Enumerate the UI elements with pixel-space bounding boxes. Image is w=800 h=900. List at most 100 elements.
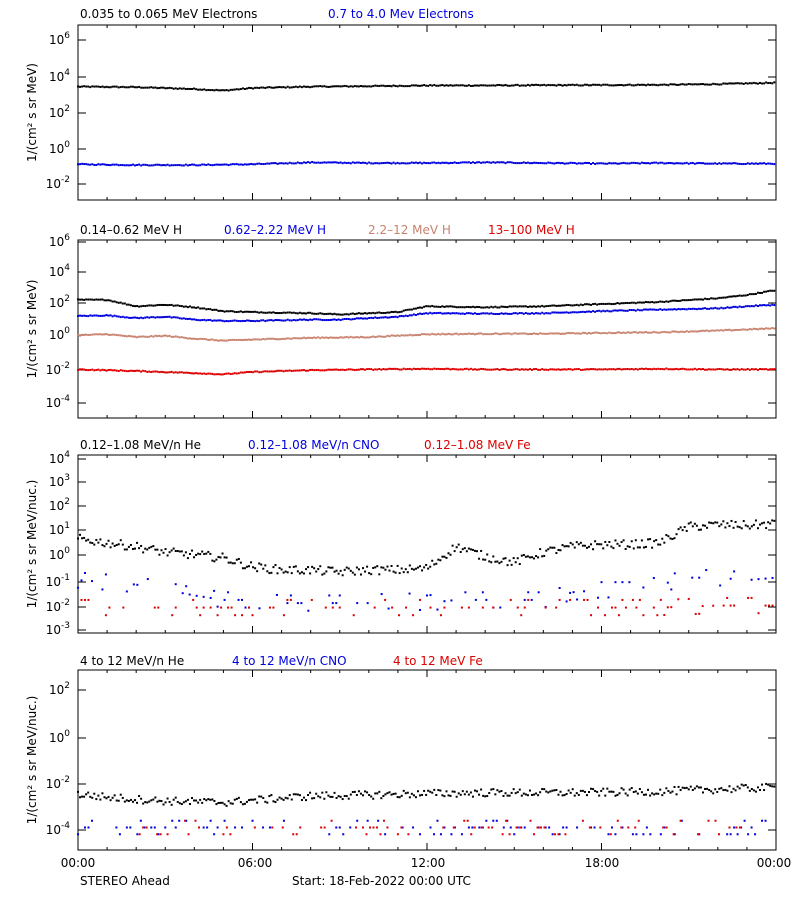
data-point (612, 790, 615, 793)
data-point (756, 305, 759, 308)
data-point (693, 83, 696, 86)
data-point (726, 82, 729, 85)
data-point (412, 313, 415, 316)
data-point (105, 299, 108, 302)
data-point (761, 304, 764, 307)
data-point (748, 305, 751, 308)
data-point (620, 302, 623, 305)
data-point (215, 803, 218, 806)
data-point (300, 162, 303, 165)
data-point (223, 556, 226, 559)
data-point (463, 819, 466, 822)
data-point (276, 369, 279, 372)
data-point (559, 162, 562, 165)
data-point (296, 602, 299, 605)
y-tick-label: 102 (49, 497, 70, 513)
data-point (561, 794, 564, 797)
data-point (754, 292, 757, 295)
data-point (289, 598, 292, 601)
data-point (661, 368, 664, 371)
data-point (765, 304, 768, 307)
data-point (370, 162, 373, 165)
data-point (651, 792, 654, 795)
data-point (231, 802, 234, 805)
data-point (366, 162, 369, 165)
data-point (630, 331, 633, 334)
data-point (712, 329, 715, 332)
data-point (587, 162, 590, 165)
data-point (604, 794, 607, 797)
data-point (239, 320, 242, 323)
data-point (379, 833, 382, 836)
data-point (127, 86, 130, 89)
data-point (233, 88, 236, 91)
data-point (313, 318, 316, 321)
data-point (140, 544, 143, 547)
data-point (771, 604, 774, 607)
data-point (449, 312, 452, 315)
data-point (537, 333, 540, 336)
data-point (482, 312, 485, 315)
data-point (736, 82, 739, 85)
data-point (500, 84, 503, 87)
data-point (345, 795, 348, 798)
data-point (414, 334, 417, 337)
data-point (488, 306, 491, 309)
data-point (537, 794, 540, 797)
data-point (239, 338, 242, 341)
data-point (719, 584, 722, 587)
data-point (158, 163, 161, 166)
data-point (478, 161, 481, 164)
data-point (732, 295, 735, 298)
data-point (107, 299, 110, 302)
data-point (85, 298, 88, 301)
data-point (341, 574, 344, 577)
data-point (729, 577, 732, 580)
data-point (435, 562, 438, 565)
data-point (134, 86, 137, 89)
data-point (439, 162, 442, 165)
y-tick-label: 10-4 (46, 394, 71, 410)
data-point (514, 561, 517, 564)
data-point (657, 301, 660, 304)
data-point (557, 368, 560, 371)
data-point (268, 162, 271, 165)
data-point (740, 368, 743, 371)
data-point (520, 84, 523, 87)
data-point (512, 557, 515, 560)
data-point (353, 85, 356, 88)
data-point (427, 312, 430, 315)
data-point (136, 336, 139, 339)
data-point (223, 803, 226, 806)
data-point (101, 368, 104, 371)
data-point (113, 369, 116, 372)
data-point (699, 329, 702, 332)
data-point (481, 826, 484, 829)
data-point (136, 369, 139, 372)
data-point (339, 368, 342, 371)
data-point (103, 545, 106, 548)
data-point (602, 83, 605, 86)
data-point (450, 833, 453, 836)
data-point (453, 84, 456, 87)
data-point (677, 307, 680, 310)
data-point (608, 368, 611, 371)
data-point (150, 304, 153, 307)
data-point (527, 591, 530, 594)
data-point (608, 162, 611, 165)
data-point (752, 162, 755, 165)
data-point (581, 84, 584, 87)
data-point (710, 307, 713, 310)
data-point (315, 318, 318, 321)
data-point (327, 566, 330, 569)
data-point (744, 328, 747, 331)
data-point (748, 368, 751, 371)
data-point (394, 792, 397, 795)
data-point (164, 87, 167, 90)
data-point (600, 302, 603, 305)
data-point (390, 564, 393, 567)
data-point (268, 311, 271, 314)
data-point (562, 826, 565, 829)
data-point (113, 333, 116, 336)
data-point (614, 309, 617, 312)
